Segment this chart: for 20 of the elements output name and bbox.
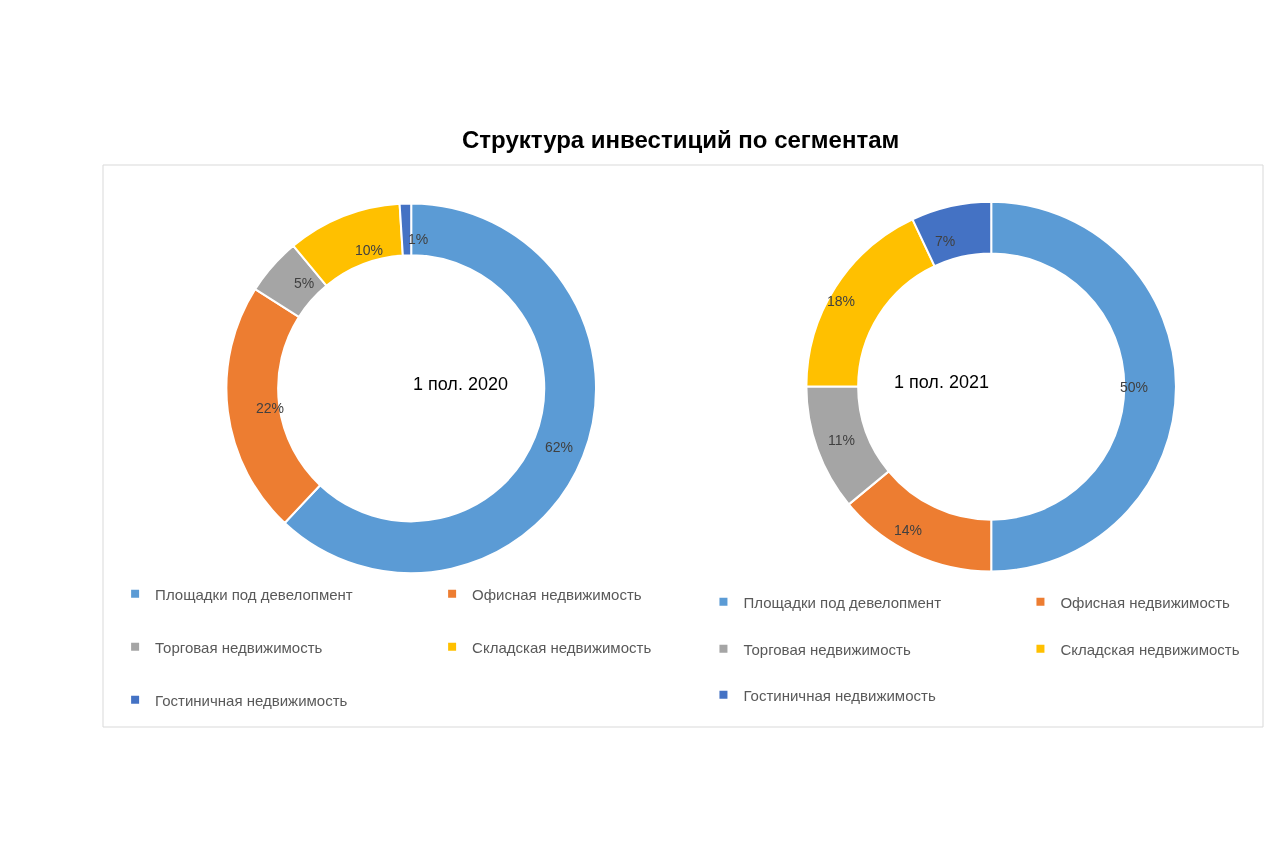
legend-label: Офисная недвижимость	[1060, 593, 1231, 611]
legend-label: Складская недвижимость	[1060, 640, 1240, 658]
data-label: 5%	[294, 275, 315, 291]
data-label: 11%	[828, 432, 855, 448]
legend-label: Гостиничная недвижимость	[743, 686, 936, 704]
data-label: 18%	[827, 293, 856, 309]
chart-title: Структура инвестиций по сегментам	[462, 126, 900, 153]
data-label: 10%	[355, 242, 384, 258]
data-label: 14%	[894, 522, 923, 538]
legend-label: Площадки под девелопмент	[743, 593, 942, 611]
legend-label: Торговая недвижимость	[743, 640, 911, 658]
legend-label: Торговая недвижимость	[155, 638, 323, 656]
legend-label: Гостиничная недвижимость	[155, 691, 348, 709]
text: 1 пол. 2021	[894, 372, 989, 392]
legend-label: Площадки под девелопмент	[155, 585, 353, 603]
legend-label: Офисная недвижимость	[472, 585, 642, 603]
data-label: 7%	[935, 233, 956, 249]
text: 1 пол. 2020	[413, 374, 508, 394]
data-label: 62%	[545, 439, 574, 455]
legend-label: Складская недвижимость	[472, 638, 652, 656]
